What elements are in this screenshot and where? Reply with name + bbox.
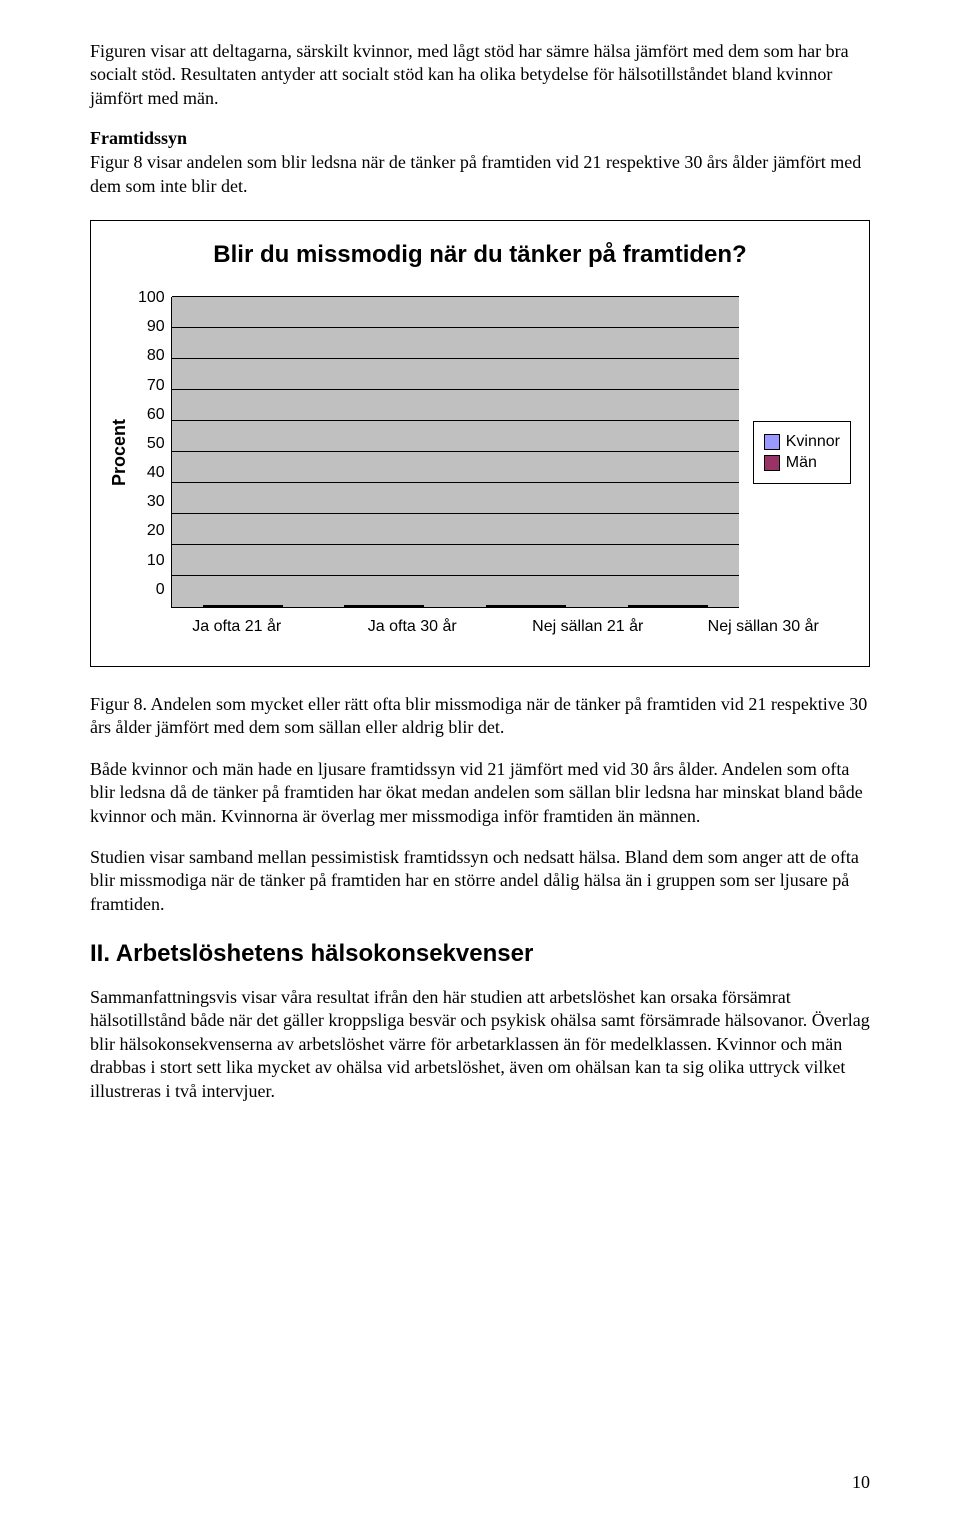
legend: Kvinnor Män [753, 421, 851, 484]
gridline [172, 544, 739, 545]
legend-label: Män [786, 454, 817, 472]
gridline [172, 451, 739, 452]
legend-swatch [764, 434, 780, 450]
legend-item: Män [764, 454, 840, 472]
y-tick: 20 [147, 522, 165, 540]
paragraph-1: Figuren visar att deltagarna, särskilt k… [90, 40, 870, 110]
bar-group [464, 605, 589, 607]
y-tick: 10 [147, 552, 165, 570]
bar [243, 605, 283, 607]
legend-swatch [764, 455, 780, 471]
y-tick: 50 [147, 435, 165, 453]
heading-arbetsloshetens: II. Arbetslöshetens hälsokonsekvenser [90, 940, 870, 968]
y-tick: 60 [147, 406, 165, 424]
x-tick-label: Ja ofta 21 år [160, 618, 314, 636]
bar [203, 605, 243, 607]
plot-wrap: 1009080706050403020100 [138, 297, 739, 608]
y-tick: 40 [147, 464, 165, 482]
chart-container: Blir du missmodig när du tänker på framt… [90, 220, 870, 667]
x-axis-labels: Ja ofta 21 år Ja ofta 30 år Nej sällan 21 … [109, 618, 851, 636]
bar [344, 605, 384, 607]
gridline [172, 575, 739, 576]
bar [384, 605, 424, 607]
bar-group [605, 605, 730, 607]
bar [486, 605, 526, 607]
bar-group [322, 605, 447, 607]
y-tick: 70 [147, 377, 165, 395]
legend-label: Kvinnor [786, 433, 840, 451]
x-tick-label: Nej sällan 21 år [511, 618, 665, 636]
gridline [172, 420, 739, 421]
gridline [172, 327, 739, 328]
y-tick: 90 [147, 318, 165, 336]
bar [628, 605, 668, 607]
gridline [172, 296, 739, 297]
paragraph-3: Både kvinnor och män hade en ljusare fra… [90, 758, 870, 828]
plot-area [171, 297, 739, 608]
bars-container [172, 297, 739, 607]
bar-group [180, 605, 305, 607]
section-heading-framtidssyn: Framtidssyn [90, 128, 870, 149]
y-tick: 0 [156, 581, 165, 599]
gridline [172, 389, 739, 390]
bar [526, 605, 566, 607]
gridline [172, 482, 739, 483]
chart-row: Procent 1009080706050403020100 KvinnorMä… [109, 297, 851, 608]
y-axis-label: Procent [109, 419, 130, 486]
y-tick: 100 [138, 289, 165, 307]
figure-caption: Figur 8. Andelen som mycket eller rätt o… [90, 693, 870, 740]
paragraph-2: Figur 8 visar andelen som blir ledsna nä… [90, 151, 870, 198]
paragraph-4: Studien visar samband mellan pessimistis… [90, 846, 870, 916]
y-tick: 30 [147, 493, 165, 511]
chart-title: Blir du missmodig när du tänker på framt… [109, 241, 851, 269]
page-number: 10 [852, 1472, 870, 1493]
legend-item: Kvinnor [764, 433, 840, 451]
y-axis-ticks: 1009080706050403020100 [138, 289, 171, 599]
gridline [172, 358, 739, 359]
x-tick-label: Ja ofta 30 år [335, 618, 489, 636]
x-tick-label: Nej sällan 30 år [686, 618, 840, 636]
paragraph-5: Sammanfattningsvis visar våra resultat i… [90, 986, 870, 1103]
page: Figuren visar att deltagarna, särskilt k… [0, 0, 960, 1521]
y-tick: 80 [147, 347, 165, 365]
gridline [172, 513, 739, 514]
bar [668, 605, 708, 607]
